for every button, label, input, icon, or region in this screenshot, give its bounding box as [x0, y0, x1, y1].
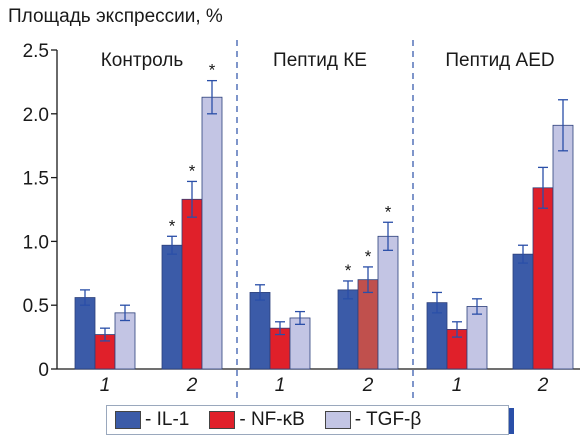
legend-swatch-nfkb: [209, 411, 236, 429]
bar: [337, 289, 359, 370]
subgroup-label: 2: [362, 375, 374, 396]
subgroup-label: 1: [100, 375, 111, 396]
significance-star: *: [345, 261, 352, 280]
legend-swatch-il1: [115, 411, 141, 429]
bar: [114, 312, 136, 370]
significance-star: *: [365, 247, 372, 266]
subgroup-label: 2: [186, 375, 198, 396]
bar: [289, 317, 311, 370]
bar: [181, 198, 203, 370]
bar: [201, 96, 223, 370]
legend-item-tgfb: - TGF-β: [324, 409, 422, 431]
y-tick-label: 1.5: [23, 169, 49, 190]
y-tick-label: 2.0: [23, 105, 49, 126]
significance-star: *: [385, 202, 392, 221]
legend-item-il1: - IL-1: [115, 409, 189, 431]
bar: [74, 297, 96, 370]
bar: [552, 124, 574, 370]
bar: [532, 187, 554, 370]
significance-star: *: [169, 216, 176, 235]
legend-label-nfkb: - NF-κB: [239, 409, 305, 430]
bar: [161, 244, 183, 370]
legend: - IL-1 - NF-κB - TGF-β: [106, 405, 514, 435]
significance-star: *: [189, 161, 196, 180]
subgroup-label: 2: [537, 375, 549, 396]
group-label: Пептид КЕ: [273, 50, 367, 71]
bar: [377, 235, 399, 370]
legend-swatch-tgfb: [324, 411, 351, 429]
y-tick-label: 0: [38, 360, 49, 381]
subgroup-label: 1: [275, 375, 286, 396]
bar: [466, 306, 488, 370]
y-tick-label: 1.0: [23, 232, 49, 253]
legend-item-nfkb: - NF-κB: [209, 409, 305, 431]
group-label: Контроль: [101, 50, 184, 71]
significance-star: *: [209, 61, 216, 80]
legend-label-tgfb: - TGF-β: [354, 409, 422, 430]
y-tick-label: 0.5: [23, 296, 49, 317]
bar: [512, 253, 534, 370]
subgroup-label: 1: [452, 375, 463, 396]
legend-label-il1: - IL-1: [145, 409, 190, 430]
y-tick-label: 2.5: [23, 41, 49, 62]
y-axis-label: Площадь экспрессии, %: [8, 6, 223, 27]
bar: [249, 292, 271, 370]
group-label: Пептид AED: [445, 50, 554, 71]
legend-edge-mark: [509, 408, 514, 434]
